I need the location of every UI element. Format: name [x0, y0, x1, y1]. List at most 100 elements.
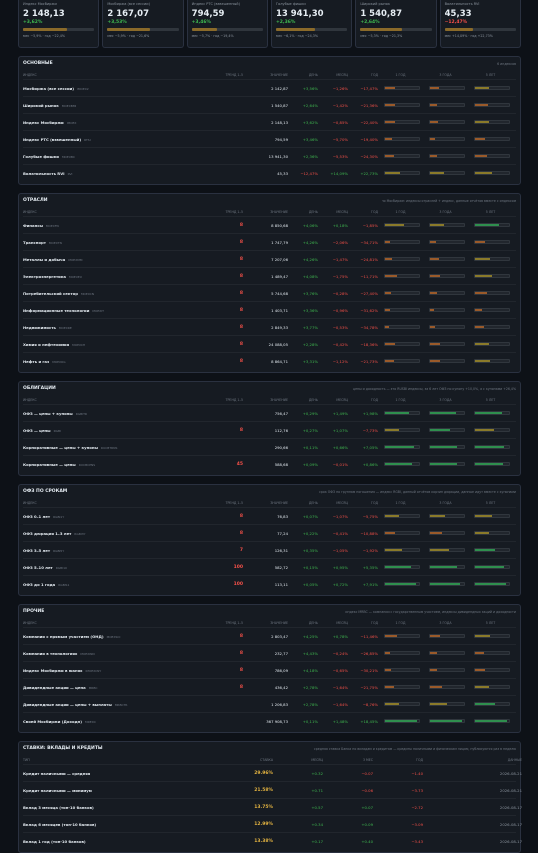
- change-3m: +0.40: [361, 838, 373, 844]
- index-title: ОФЗ 5–10 лет: [23, 564, 53, 570]
- index-value: 1 540,87: [271, 102, 288, 108]
- index-row: Корпоративные — цены + купоны RUCBTRNS 290…: [23, 438, 516, 455]
- range-bar: [474, 291, 510, 295]
- range-fill: [385, 155, 394, 157]
- card-track: [191, 28, 263, 31]
- index-row: Электроэнергетика MOEXEU 8 1 489,47 +4,08% −1…: [23, 267, 516, 284]
- range-bar: [474, 137, 510, 141]
- range-fill: [430, 138, 436, 140]
- change-month: −0,28%: [332, 290, 348, 296]
- range-fill: [430, 241, 437, 243]
- section: ОТРАСЛИ по Мосбирже: индексы отраслей + и…: [18, 193, 521, 373]
- change-month: +1,48%: [332, 718, 348, 724]
- column-label: ДАННЫЕ: [507, 757, 522, 762]
- change-month: +0,66%: [332, 444, 348, 450]
- column-header: ИНДЕКС ТРЕНД 1–5 ЗНАЧЕНИЕ ДЕНЬ МЕСЯЦ ГОД 1 ГОД…: [23, 207, 516, 216]
- change-month: −1,26%: [332, 85, 348, 91]
- range-bar: [474, 154, 510, 158]
- range-fill: [385, 172, 401, 174]
- range-fill: [475, 463, 503, 465]
- range-bar: [474, 120, 510, 124]
- range-fill: [430, 669, 437, 671]
- trend: 8: [239, 239, 243, 245]
- range-fill: [430, 583, 460, 585]
- range-bar: [429, 668, 465, 672]
- index-title: Информационные технологии: [23, 307, 90, 313]
- section: ОСНОВНЫЕ 6 индексов ИНДЕКС ТРЕНД 1–5 ЗНАЧЕНИ…: [18, 56, 521, 185]
- change-year: −18,36%: [360, 341, 378, 347]
- range-fill: [385, 669, 392, 671]
- change-day: +4,43%: [302, 650, 318, 656]
- range-bar: [429, 359, 465, 363]
- change-year: −3.09: [411, 821, 423, 827]
- change-month: −0,42%: [332, 341, 348, 347]
- index-ticker: MOEXRE: [58, 325, 72, 330]
- card-change: +2,36%: [275, 20, 296, 25]
- change-year: +5,35%: [362, 564, 378, 570]
- range-fill: [430, 703, 447, 705]
- change-year: −21,36%: [360, 102, 378, 108]
- rate-date: 2026-08-17: [499, 804, 522, 810]
- column-label: 5 ЛЕТ: [485, 72, 496, 77]
- change-day: +3,36%: [302, 307, 318, 313]
- range-bar: [384, 240, 420, 244]
- change-year: −17,47%: [360, 85, 378, 91]
- range-bar: [384, 719, 420, 723]
- range-bar: [474, 342, 510, 346]
- column-label: ИНДЕКС: [23, 620, 37, 625]
- change-year: −24,81%: [360, 256, 378, 262]
- range-bar: [429, 462, 465, 466]
- index-row: ОФЗ — цены + купоны RGBITR 756,47 +0,29% +1,…: [23, 404, 516, 421]
- range-bar: [474, 445, 510, 449]
- index-name: Потребительский сектор MOEXCN: [23, 291, 203, 296]
- card-change: +3,53%: [107, 20, 127, 25]
- range-bar: [474, 634, 510, 638]
- column-label: МЕСЯЦ: [336, 209, 348, 214]
- change-day: +0,11%: [302, 444, 318, 450]
- change-day: +3,62%: [302, 119, 318, 125]
- column-label: ЗНАЧЕНИЕ: [270, 500, 288, 505]
- change-day: +3,46%: [302, 136, 318, 142]
- change-month: +0.71: [311, 787, 323, 793]
- range-bar: [474, 359, 510, 363]
- column-label: ГОД: [371, 209, 378, 214]
- column-label: 1 ГОД: [395, 500, 406, 505]
- index-value: 1 206,83: [271, 701, 288, 707]
- range-fill: [385, 583, 416, 585]
- index-name: ОФЗ дюрация 1–3 лет RGBI3Y: [23, 531, 203, 536]
- index-name: Металлы и добыча MOEXMM: [23, 257, 203, 262]
- range-bar: [384, 257, 420, 261]
- range-fill: [385, 532, 396, 534]
- index-value: 756,47: [274, 410, 288, 416]
- index-name: ОФЗ до 1 года RGBIS1: [23, 582, 203, 587]
- rate-type: Кредит наличными — средняя: [23, 770, 91, 776]
- range-fill: [475, 635, 491, 637]
- section-note: индекс MRBC — компании с государственным…: [345, 609, 516, 614]
- change-year: −31,62%: [360, 307, 378, 313]
- section: ПРОЧИЕ индекс MRBC — компании с государст…: [18, 604, 521, 733]
- index-row: Дивидендные акции — цена MRBC 8 436,42 +2,78…: [23, 678, 516, 695]
- card-value: 2 167,07: [107, 9, 150, 19]
- range-fill: [475, 566, 504, 568]
- trend: 8: [239, 513, 243, 519]
- index-value: 1 747,79: [271, 239, 288, 245]
- index-ticker: MOEXIT: [92, 308, 104, 313]
- column-label: ГОД: [371, 620, 378, 625]
- range-fill: [430, 360, 441, 362]
- change-month: −0,53%: [332, 324, 348, 330]
- index-value: 77,24: [277, 530, 288, 536]
- range-bar: [429, 223, 465, 227]
- summary-card: Мосбиржа (все сессии) 2 167,07 +3,53% мес −…: [102, 0, 184, 48]
- index-ticker: MOEXCH: [72, 342, 86, 347]
- rate-date: 2026-08-17: [499, 838, 522, 844]
- index-title: Транспорт: [23, 239, 46, 245]
- index-name: Дивидендные акции — цены + выплаты MRBCTR: [23, 702, 203, 707]
- range-fill: [430, 566, 458, 568]
- index-name: ОФЗ 0–1 лет RGBI1Y: [23, 514, 203, 519]
- range-bar: [384, 308, 420, 312]
- range-fill: [430, 275, 441, 277]
- column-label: ТРЕНД 1–5: [225, 500, 243, 505]
- change-year: −11,46%: [360, 633, 378, 639]
- range-fill: [430, 224, 444, 226]
